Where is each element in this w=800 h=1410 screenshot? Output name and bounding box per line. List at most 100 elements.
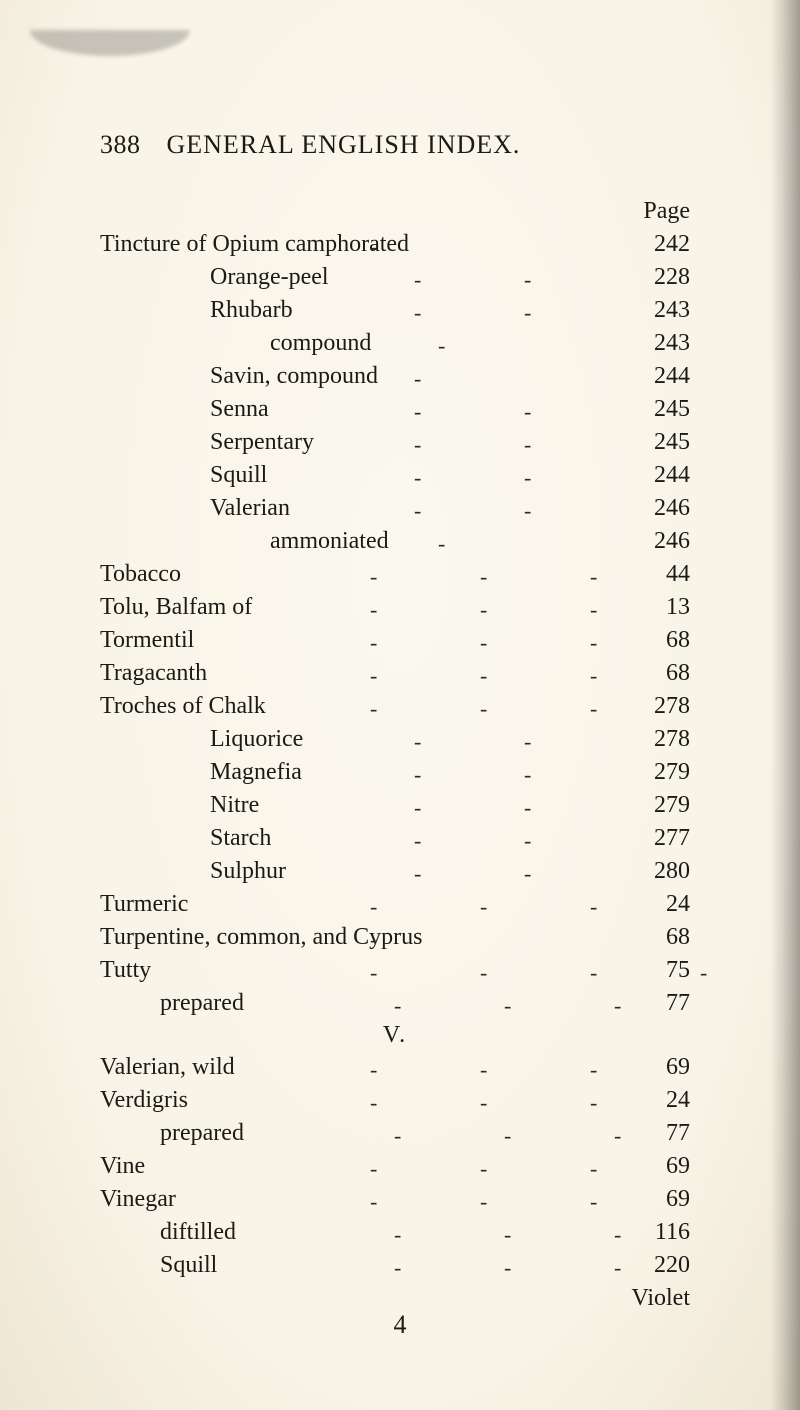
signature-mark: 4 <box>0 1310 800 1340</box>
leader-dash: - <box>524 764 531 786</box>
index-row: Orange-peel--228 <box>100 265 690 298</box>
index-row: prepared---77 <box>100 1121 690 1154</box>
index-entry-label: Vine <box>100 1154 145 1178</box>
index-entry-page: 243 <box>654 331 690 355</box>
leader-dash: - <box>394 1224 401 1246</box>
index-entry-page: 24 <box>666 892 690 916</box>
leader-dash: - <box>370 665 377 687</box>
index-row: Valerian, wild---69 <box>100 1055 690 1088</box>
index-row: Starch--277 <box>100 826 690 859</box>
leader-dash: - <box>480 566 487 588</box>
leader-dash: - <box>414 434 421 456</box>
leader-dash: - <box>524 467 531 489</box>
index-entry-page: 68 <box>666 661 690 685</box>
leader-dash: - <box>414 302 421 324</box>
leader-dash: - <box>370 632 377 654</box>
index-row: Valerian - - 246 <box>100 496 690 529</box>
leader-dash: - <box>480 1092 487 1114</box>
leader-dash: - <box>524 500 531 522</box>
index-row: Liquorice--278 <box>100 727 690 760</box>
index-entry-page: 77 <box>666 991 690 1015</box>
index-entry-page: Violet <box>631 1286 690 1310</box>
leader-dash: - <box>370 566 377 588</box>
index-entry-label: Orange-peel <box>100 265 329 289</box>
index-entry-label: Magnefia <box>100 760 302 784</box>
index-row: Senna--245 <box>100 397 690 430</box>
index-entry-label: Valerian <box>100 496 290 520</box>
leader-dash: - <box>590 1092 597 1114</box>
index-row: Squill---220 <box>100 1253 690 1286</box>
index-entry-label: Savin, compound <box>100 364 378 388</box>
leader-dash: - <box>480 1158 487 1180</box>
index-entry-label: Troches of Chalk <box>100 694 266 718</box>
leader-dash: - <box>700 962 707 984</box>
index-entry-label: Starch <box>100 826 271 850</box>
leader-dash: - <box>438 335 445 357</box>
leader-dash: - <box>394 1125 401 1147</box>
leader-dash: - <box>370 1191 377 1213</box>
leader-dash: - <box>524 434 531 456</box>
leader-dash: - <box>414 368 421 390</box>
leader-dash: - <box>524 797 531 819</box>
leader-dash: - <box>370 1092 377 1114</box>
index-entry-page: 244 <box>654 364 690 388</box>
index-entry-label: Tutty <box>100 958 151 982</box>
index-entry-label: Tragacanth <box>100 661 207 685</box>
index-entries: Tincture of Opium camphorated-242Orange-… <box>100 232 690 1319</box>
index-entry-label: Valerian, wild <box>100 1055 235 1079</box>
index-row: Tutty----75 <box>100 958 690 991</box>
index-entry-page: 13 <box>666 595 690 619</box>
index-entry-page: 278 <box>654 727 690 751</box>
index-row: Tragacanth---68 <box>100 661 690 694</box>
index-entry-page: 244 <box>654 463 690 487</box>
index-entry-page: 246 <box>654 496 690 520</box>
leader-dash: - <box>614 1257 621 1279</box>
leader-dash: - <box>480 698 487 720</box>
index-entry-page: 75 <box>666 958 690 982</box>
index-row: Turpentine, common, and Cyprus-68 <box>100 925 690 958</box>
index-row: compound - 243 <box>100 331 690 364</box>
index-entry-page: 242 <box>654 232 690 256</box>
index-entry-label: Tincture of Opium camphorated <box>100 232 409 256</box>
leader-dash: - <box>414 269 421 291</box>
leader-dash: - <box>524 731 531 753</box>
leader-dash: - <box>370 599 377 621</box>
leader-dash: - <box>480 896 487 918</box>
leader-dash: - <box>524 269 531 291</box>
leader-dash: - <box>370 698 377 720</box>
leader-dash: - <box>414 863 421 885</box>
index-entry-label: compound <box>100 331 371 355</box>
leader-dash: - <box>590 1191 597 1213</box>
index-row: Tincture of Opium camphorated-242 <box>100 232 690 265</box>
index-entry-label: Sulphur <box>100 859 286 883</box>
leader-dash: - <box>590 1158 597 1180</box>
index-row: Squill--244 <box>100 463 690 496</box>
index-row: Verdigris---24 <box>100 1088 690 1121</box>
index-entry-page: 69 <box>666 1154 690 1178</box>
leader-dash: - <box>614 1224 621 1246</box>
leader-dash: - <box>480 632 487 654</box>
index-entry-page: 69 <box>666 1055 690 1079</box>
index-row: Serpentary--245 <box>100 430 690 463</box>
leader-dash: - <box>590 1059 597 1081</box>
leader-dash: - <box>524 401 531 423</box>
leader-dash: - <box>414 401 421 423</box>
index-row: Tobacco---44 <box>100 562 690 595</box>
leader-dash: - <box>480 665 487 687</box>
leader-dash: - <box>414 731 421 753</box>
index-entry-page: 246 <box>654 529 690 553</box>
index-row: diftilled---116 <box>100 1220 690 1253</box>
leader-dash: - <box>370 1059 377 1081</box>
page-number: 388 <box>100 130 141 160</box>
index-entry-page: 116 <box>655 1220 690 1244</box>
index-row: Nitre--279 <box>100 793 690 826</box>
index-entry-page: 277 <box>654 826 690 850</box>
section-letter: V. <box>100 1022 690 1049</box>
index-row: Vine---69 <box>100 1154 690 1187</box>
index-entry-label: Tolu, Balfam of <box>100 595 252 619</box>
index-row: Troches of Chalk---278 <box>100 694 690 727</box>
leader-dash: - <box>590 962 597 984</box>
page-column-header-row: Page <box>100 198 690 232</box>
leader-dash: - <box>414 500 421 522</box>
leader-dash: - <box>524 830 531 852</box>
